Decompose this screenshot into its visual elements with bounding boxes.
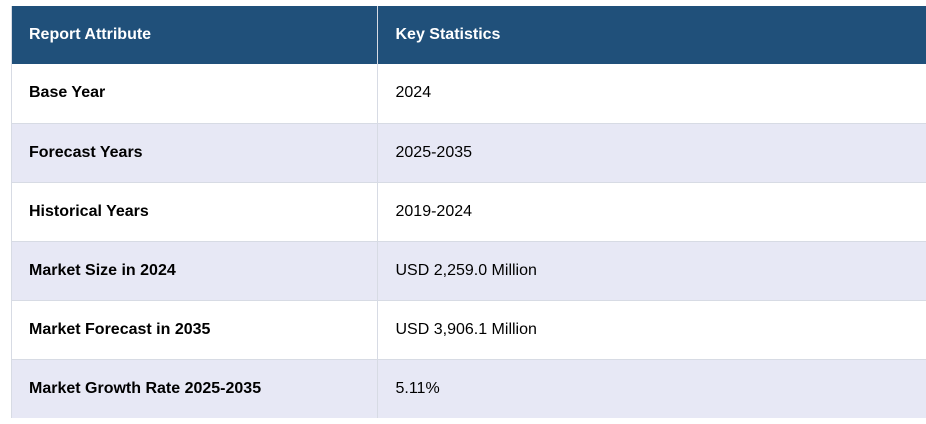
table-body: Base Year 2024 Forecast Years 2025-2035 … <box>11 64 926 418</box>
row-attribute-label: Base Year <box>11 64 378 123</box>
row-value: USD 2,259.0 Million <box>395 261 537 279</box>
table-left-border <box>11 6 12 418</box>
report-attributes-table: Report Attribute Key Statistics Base Yea… <box>11 6 926 418</box>
report-table-container: Report Attribute Key Statistics Base Yea… <box>11 6 926 418</box>
row-value: 2025-2035 <box>395 143 473 161</box>
header-report-attribute: Report Attribute <box>11 6 378 64</box>
table-row-historical-years: Historical Years 2019-2024 <box>11 182 926 241</box>
row-attribute-label: Historical Years <box>11 182 378 241</box>
row-attribute-label: Market Growth Rate 2025-2035 <box>11 359 378 418</box>
header-key-statistics: Key Statistics <box>395 26 501 43</box>
row-value: USD 3,906.1 Million <box>395 320 537 338</box>
row-attribute-label: Market Forecast in 2035 <box>11 300 378 359</box>
row-attribute-label: Forecast Years <box>11 123 378 182</box>
row-value: 2019-2024 <box>395 202 473 220</box>
table-row-market-growth-rate: Market Growth Rate 2025-2035 5.11% <box>11 359 926 418</box>
table-row-market-size: Market Size in 2024 USD 2,259.0 Million <box>11 241 926 300</box>
table-row-market-forecast: Market Forecast in 2035 USD 3,906.1 Mill… <box>11 300 926 359</box>
table-header-row: Report Attribute Key Statistics <box>11 6 926 64</box>
row-value: 5.11% <box>395 379 440 397</box>
table-row-forecast-years: Forecast Years 2025-2035 <box>11 123 926 182</box>
row-attribute-label: Market Size in 2024 <box>11 241 378 300</box>
table-header: Report Attribute Key Statistics <box>11 6 926 64</box>
table-row-base-year: Base Year 2024 <box>11 64 926 123</box>
row-value: 2024 <box>395 84 432 102</box>
